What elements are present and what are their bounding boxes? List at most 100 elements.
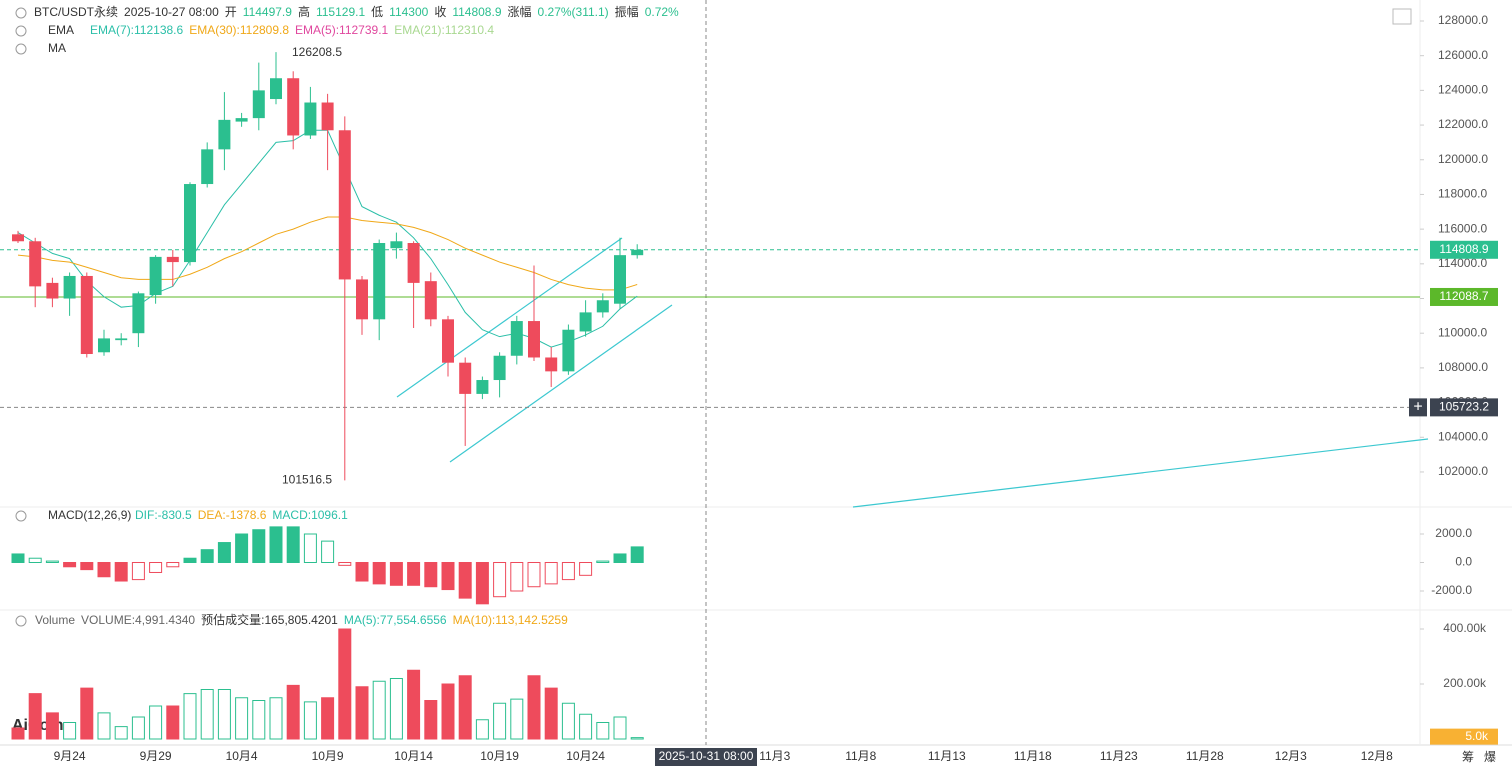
header-text: BTC/USDT永续 bbox=[34, 5, 118, 19]
footer-btn[interactable]: 筹 bbox=[1462, 750, 1474, 764]
volume-bar bbox=[303, 701, 317, 740]
volume-bar bbox=[424, 700, 438, 740]
y-tick-label: 128000.0 bbox=[1438, 13, 1488, 27]
x-tick-label: 11月13 bbox=[928, 749, 966, 763]
volume-bar bbox=[458, 675, 472, 740]
macd-bar bbox=[235, 533, 249, 563]
toggle-icon bbox=[15, 43, 27, 55]
y-tick-label: 120000.0 bbox=[1438, 152, 1488, 166]
plus-icon[interactable]: + bbox=[1413, 399, 1422, 416]
volume-bar bbox=[114, 726, 128, 740]
candle-body bbox=[442, 319, 454, 363]
header-text: MA bbox=[48, 41, 66, 55]
header-text: 114497.9 bbox=[243, 5, 292, 19]
volume-bar bbox=[510, 698, 524, 740]
volume-bar bbox=[338, 628, 352, 740]
crosshair-label: 105723.2 bbox=[1439, 400, 1489, 414]
y-tick-label: 118000.0 bbox=[1438, 187, 1487, 201]
candle-body bbox=[528, 321, 540, 358]
macd-bar bbox=[217, 542, 231, 563]
candle-body bbox=[115, 338, 128, 341]
header-text: 预估成交量:165,805.4201 bbox=[201, 612, 338, 627]
y-tick-label: 200.00k bbox=[1443, 676, 1487, 690]
header-text: 低 bbox=[371, 5, 383, 19]
y-tick-label: 0.0 bbox=[1455, 555, 1472, 569]
volume-bar bbox=[372, 680, 386, 740]
volume-bar bbox=[493, 702, 507, 740]
candle-body bbox=[321, 102, 334, 131]
candle-body bbox=[356, 279, 368, 320]
volume-bar bbox=[80, 687, 94, 740]
y-tick-label: 102000.0 bbox=[1438, 464, 1488, 478]
volume-bar bbox=[149, 705, 163, 740]
header-text: 振幅 bbox=[615, 4, 639, 19]
candle-body bbox=[459, 362, 472, 394]
header-text: 收 bbox=[434, 5, 446, 19]
header-text: 115129.1 bbox=[316, 5, 365, 19]
plus-btn[interactable] bbox=[1409, 398, 1427, 417]
low-label: 101516.5 bbox=[282, 473, 332, 487]
crosshair-tag bbox=[1430, 398, 1498, 417]
header-text: EMA(30):112809.8 bbox=[189, 23, 289, 37]
candle-body bbox=[373, 243, 386, 320]
header-text: 0.27%(311.1) bbox=[538, 5, 609, 19]
header-text: DEA:-1378.6 bbox=[198, 508, 267, 522]
y-tick-label: 104000.0 bbox=[1438, 429, 1488, 443]
macd-bar bbox=[321, 540, 335, 563]
macd-bar bbox=[510, 562, 524, 592]
volume-bar bbox=[11, 727, 25, 740]
toggle-icon bbox=[15, 510, 27, 522]
fullscreen-icon[interactable] bbox=[1392, 8, 1412, 25]
y-tick-label: 122000.0 bbox=[1438, 117, 1488, 131]
candle-body bbox=[304, 102, 317, 136]
candle-body bbox=[252, 90, 265, 119]
volume-bar bbox=[630, 737, 644, 740]
candle-body bbox=[545, 357, 558, 372]
trend-line bbox=[396, 237, 623, 398]
volume-bar bbox=[527, 675, 541, 740]
macd-bar bbox=[338, 562, 352, 566]
volume-bar bbox=[183, 693, 197, 740]
candle-body bbox=[218, 119, 231, 150]
macd-bar bbox=[97, 562, 111, 578]
macd-bar bbox=[45, 560, 59, 564]
volume-bar bbox=[321, 697, 335, 740]
volume-bar bbox=[561, 702, 575, 740]
trend-line bbox=[449, 304, 673, 463]
candle-body bbox=[201, 149, 214, 185]
header-text: MA(10):113,142.5259 bbox=[453, 613, 569, 627]
header-text: MA(5):77,554.6556 bbox=[344, 613, 447, 627]
volume-bar bbox=[45, 712, 59, 740]
candle-body bbox=[476, 380, 489, 394]
macd-bar bbox=[11, 553, 25, 564]
candle-body bbox=[149, 256, 162, 296]
candle-body bbox=[510, 321, 523, 356]
macd-bar bbox=[613, 553, 627, 564]
header-text: 2025-10-27 08:00 bbox=[124, 5, 219, 19]
macd-bar bbox=[355, 562, 369, 582]
price-tag bbox=[1430, 240, 1498, 259]
volume-bar bbox=[28, 693, 42, 740]
candle-body bbox=[562, 329, 575, 372]
volume-bar bbox=[407, 669, 421, 740]
x-tick-label: 10月4 bbox=[226, 749, 258, 763]
footer-btn[interactable]: 爆 bbox=[1484, 750, 1496, 764]
candle-body bbox=[390, 241, 403, 249]
volume-tag bbox=[1430, 728, 1498, 745]
candle-body bbox=[407, 243, 420, 283]
x-tick-label: 11月18 bbox=[1014, 749, 1052, 763]
y-tick-label: 108000.0 bbox=[1438, 360, 1488, 374]
volume-bar bbox=[235, 697, 249, 740]
macd-bar bbox=[630, 546, 644, 563]
header-text: EMA bbox=[48, 23, 74, 37]
y-tick-label: 126000.0 bbox=[1438, 48, 1488, 62]
y-tick-label: 114000.0 bbox=[1438, 256, 1487, 270]
volume-bar bbox=[131, 716, 145, 740]
macd-bar bbox=[527, 562, 541, 588]
candle-body bbox=[166, 256, 179, 263]
y-tick-label: 116000.0 bbox=[1438, 221, 1487, 235]
macd-bar bbox=[441, 562, 455, 591]
macd-bar bbox=[131, 562, 145, 581]
